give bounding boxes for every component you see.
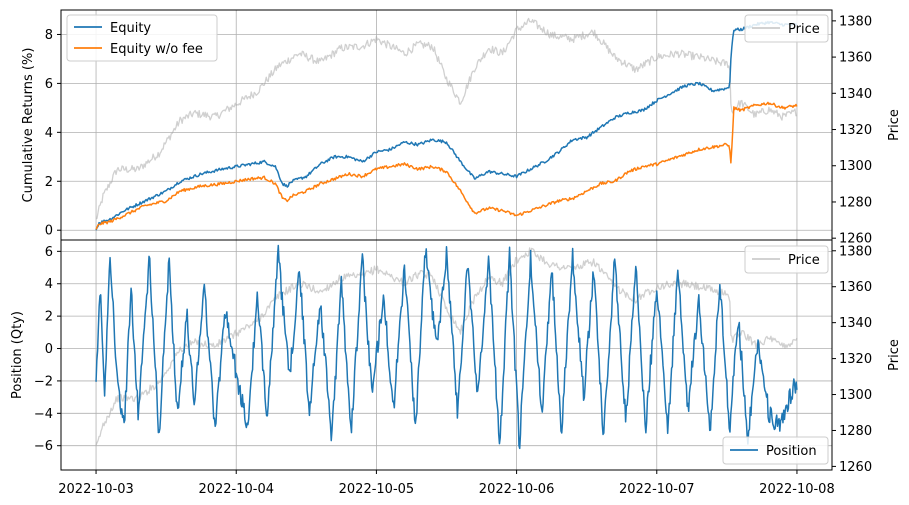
bottom-right-axis-label: Price (887, 339, 902, 371)
top-legend-left: Equity Equity w/o fee (66, 14, 218, 62)
bottom-x-axis: 2022-10-03 2022-10-04 2022-10-05 2022-10-06… (58, 470, 835, 497)
top-left-axis: 0 2 4 6 8 (45, 28, 61, 239)
top-panel: 0 2 4 6 8 1260 1280 1300 1320 1340 1360 1380 Cumul… (21, 9, 902, 247)
top-series-price (95, 17, 798, 220)
bottom-left-tick-label: −4 (34, 407, 53, 422)
top-right-tick-label: 1280 (839, 195, 872, 210)
bottom-right-tick-label: 1260 (839, 460, 872, 475)
bottom-right-tick-label: 1320 (839, 352, 872, 367)
bottom-series-price (95, 247, 798, 446)
bottom-legend-left: Position (722, 436, 829, 465)
top-legend-right-box (744, 14, 829, 43)
bottom-left-tick-label: 4 (45, 277, 53, 292)
bottom-series-position (95, 244, 798, 450)
legend-label-price-bottom: Price (788, 253, 820, 268)
top-legend-right: Price (744, 14, 829, 43)
x-tick-label: 2022-10-06 (479, 482, 555, 497)
legend-label-position: Position (766, 444, 817, 459)
bottom-right-axis: 1260 1280 1300 1320 1340 1360 1380 (832, 244, 872, 475)
top-left-tick-label: 0 (45, 224, 53, 239)
top-right-axis-label: Price (887, 109, 902, 141)
bottom-left-tick-label: 6 (45, 245, 53, 260)
bottom-left-tick-label: −2 (34, 374, 53, 389)
top-series-equity-w-o-fee (95, 101, 798, 230)
top-left-tick-label: 2 (45, 175, 53, 190)
legend-label-price-top: Price (788, 22, 820, 37)
bottom-right-tick-label: 1340 (839, 316, 872, 331)
bottom-left-tick-label: −6 (34, 439, 53, 454)
bottom-right-tick-label: 1300 (839, 388, 872, 403)
top-right-tick-label: 1360 (839, 51, 872, 66)
top-right-axis: 1260 1280 1300 1320 1340 1360 1380 (832, 14, 872, 247)
top-right-tick-label: 1320 (839, 123, 872, 138)
bottom-panel-frame (60, 239, 833, 471)
bottom-series-group (95, 244, 798, 450)
bottom-legend-right: Price (744, 245, 829, 274)
bottom-left-tick-label: 2 (45, 310, 53, 325)
top-right-tick-label: 1300 (839, 159, 872, 174)
bottom-y-axis-label: Position (Qty) (10, 311, 25, 399)
top-legend-left-box (66, 14, 218, 62)
top-left-tick-label: 4 (45, 126, 53, 141)
top-series-group (95, 17, 798, 231)
bottom-left-tick-label: 0 (45, 342, 53, 357)
x-tick-label: 2022-10-04 (198, 482, 274, 497)
top-left-tick-label: 6 (45, 77, 53, 92)
bottom-legend-position-box (722, 436, 829, 465)
legend-label-equity-wo-fee: Equity w/o fee (110, 42, 203, 57)
top-left-tick-label: 8 (45, 28, 53, 43)
bottom-legend-right-box (744, 245, 829, 274)
x-tick-label: 2022-10-07 (619, 482, 695, 497)
x-tick-label: 2022-10-03 (58, 482, 134, 497)
top-y-axis-label: Cumulative Returns (%) (21, 48, 36, 203)
top-series-equity (95, 20, 798, 231)
bottom-right-tick-label: 1360 (839, 280, 872, 295)
x-tick-label: 2022-10-08 (759, 482, 835, 497)
x-tick-label: 2022-10-05 (339, 482, 415, 497)
top-right-tick-label: 1340 (839, 87, 872, 102)
legend-label-equity: Equity (110, 21, 151, 36)
bottom-right-tick-label: 1380 (839, 244, 872, 259)
top-right-tick-label: 1380 (839, 14, 872, 29)
bottom-left-axis: −6 −4 −2 0 2 4 6 (34, 245, 61, 454)
bottom-right-tick-label: 1280 (839, 424, 872, 439)
top-right-tick-label: 1260 (839, 232, 872, 247)
